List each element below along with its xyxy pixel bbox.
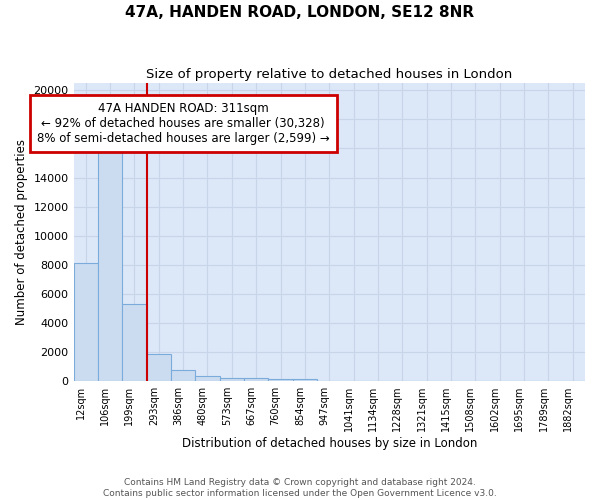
- Bar: [171, 370, 196, 381]
- Bar: [220, 378, 244, 381]
- Bar: [244, 378, 268, 381]
- Bar: [293, 379, 317, 381]
- Text: 47A, HANDEN ROAD, LONDON, SE12 8NR: 47A, HANDEN ROAD, LONDON, SE12 8NR: [125, 5, 475, 20]
- Bar: [122, 304, 146, 381]
- Title: Size of property relative to detached houses in London: Size of property relative to detached ho…: [146, 68, 512, 80]
- Bar: [98, 141, 122, 381]
- Bar: [146, 354, 171, 381]
- Bar: [196, 376, 220, 381]
- Bar: [268, 378, 293, 381]
- Bar: [74, 264, 98, 381]
- X-axis label: Distribution of detached houses by size in London: Distribution of detached houses by size …: [182, 437, 477, 450]
- Y-axis label: Number of detached properties: Number of detached properties: [15, 139, 28, 325]
- Text: Contains HM Land Registry data © Crown copyright and database right 2024.
Contai: Contains HM Land Registry data © Crown c…: [103, 478, 497, 498]
- Text: 47A HANDEN ROAD: 311sqm
← 92% of detached houses are smaller (30,328)
8% of semi: 47A HANDEN ROAD: 311sqm ← 92% of detache…: [37, 102, 329, 145]
